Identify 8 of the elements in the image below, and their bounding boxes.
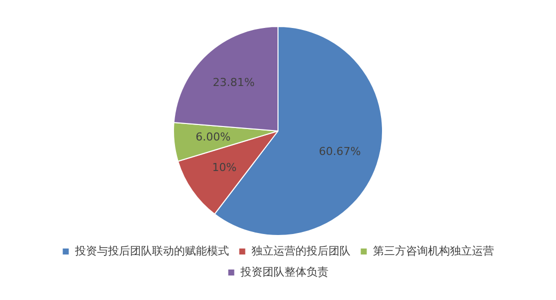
legend-label: 投资与投后团队联动的赋能模式: [74, 244, 229, 258]
legend-label: 第三方咨询机构独立运营: [372, 244, 494, 258]
data-label: 6.00%: [196, 130, 231, 144]
data-label: 23.81%: [212, 76, 255, 89]
legend-label: 投资团队整体负责: [239, 265, 328, 278]
data-label: 60.67%: [318, 144, 361, 158]
legend-label: 独立运营的投后团队: [251, 244, 350, 258]
data-label: 10%: [212, 161, 237, 174]
